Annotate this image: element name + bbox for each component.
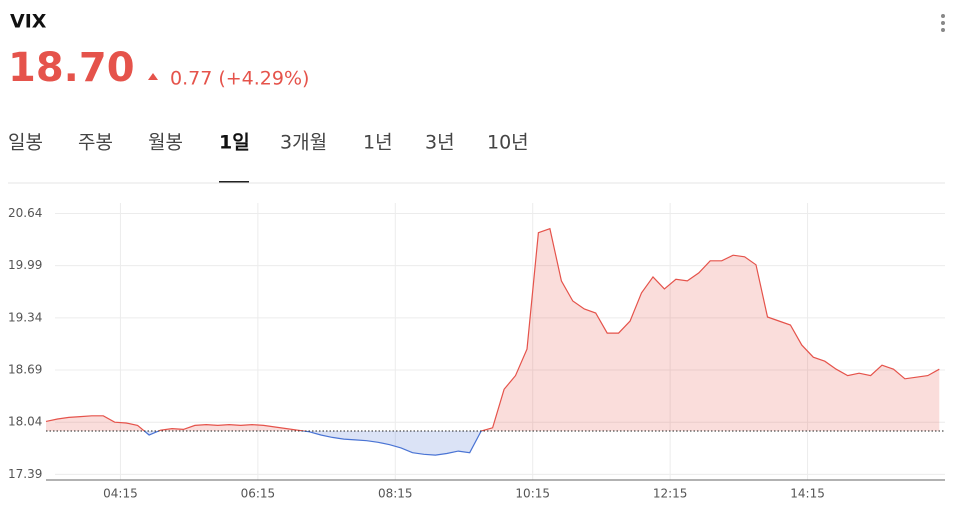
tab[interactable]: 일봉 [8,132,43,154]
menu-button[interactable] [941,14,945,32]
ticker: VIX [10,11,47,33]
tab[interactable]: 1일 [219,132,250,154]
area-fill [144,431,482,456]
up-arrow [148,73,158,80]
price: 18.70 [8,45,135,91]
y-tick-label: 19.99 [8,258,42,272]
y-tick-label: 18.69 [8,363,42,377]
x-tick-label: 08:15 [378,487,413,501]
price-change: 0.77 (+4.29%) [170,68,309,90]
y-tick-label: 19.34 [8,310,42,324]
x-tick-label: 14:15 [790,487,825,501]
price-line [45,227,940,432]
tab[interactable]: 10년 [487,132,529,154]
tab[interactable]: 3년 [425,132,455,154]
y-tick-label: 18.04 [8,415,42,429]
tab[interactable]: 1년 [363,132,393,154]
y-tick-label: 20.64 [8,206,42,220]
tab[interactable]: 3개월 [280,132,327,154]
area-fill [46,228,940,432]
tab[interactable]: 월봉 [148,132,183,154]
x-tick-label: 06:15 [241,487,276,501]
x-tick-label: 10:15 [515,487,550,501]
x-tick-label: 04:15 [103,487,138,501]
tab-bar: 일봉 주봉 월봉 1일 3개월 1년 3년 10년 [8,132,529,183]
y-tick-label: 17.39 [8,467,42,481]
tab[interactable]: 주봉 [78,132,113,154]
x-tick-label: 12:15 [653,487,688,501]
